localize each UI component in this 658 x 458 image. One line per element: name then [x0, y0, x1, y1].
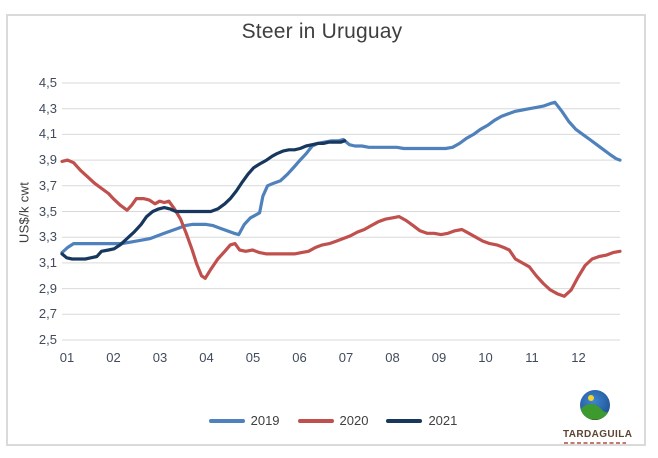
legend-swatch-2019 — [208, 418, 245, 423]
tardaguila-logo-icon — [580, 390, 610, 420]
figure-border — [6, 14, 646, 446]
x-tick-label: 10 — [478, 350, 493, 365]
series-line-2021 — [60, 139, 347, 261]
legend-swatch-2020 — [297, 418, 334, 423]
legend: 2019 2020 2021 — [168, 413, 498, 428]
series-line-2020 — [60, 158, 622, 298]
x-tick-label: 01 — [59, 350, 75, 365]
logo-tagline — [564, 442, 626, 444]
x-tick-label: 06 — [292, 350, 307, 365]
legend-item-2019: 2019 — [208, 413, 280, 428]
x-tick-label: 07 — [338, 350, 354, 365]
y-tick-label: 2,9 — [38, 280, 57, 296]
logo-sun — [588, 395, 594, 401]
y-tick-label: 4,5 — [38, 75, 57, 90]
y-tick-label: 4,3 — [38, 100, 57, 116]
y-tick-label: 2,5 — [38, 332, 57, 347]
y-tick-label: 3,7 — [38, 177, 57, 193]
legend-label-2019: 2019 — [250, 413, 280, 428]
x-tick-label: 09 — [431, 350, 447, 365]
x-tick-label: 03 — [152, 350, 168, 365]
legend-item-2020: 2020 — [297, 413, 369, 428]
legend-swatch-2021 — [386, 418, 423, 423]
y-tick-label: 2,7 — [38, 306, 57, 322]
y-tick-label: 3,1 — [38, 254, 57, 270]
x-tick-label: 04 — [199, 350, 214, 365]
logo-text: TARDAGUILA — [563, 429, 633, 440]
legend-label-2021: 2021 — [428, 413, 458, 428]
y-tick-label: 3,9 — [38, 152, 57, 168]
x-tick-label: 02 — [106, 350, 121, 365]
x-tick-label: 05 — [245, 350, 261, 365]
y-tick-label: 3,5 — [38, 203, 57, 219]
x-tick-label: 11 — [525, 350, 539, 365]
y-tick-label: 3,3 — [38, 229, 57, 245]
series-line-2019 — [60, 100, 622, 255]
legend-label-2020: 2020 — [339, 413, 369, 428]
y-tick-label: 4,1 — [38, 126, 57, 142]
chart-title: Steer in Uruguay — [241, 20, 403, 43]
x-tick-label: 08 — [385, 350, 400, 365]
tardaguila-logo: TARDAGUILA — [563, 389, 633, 444]
legend-item-2021: 2021 — [386, 413, 457, 428]
x-tick-label: 12 — [571, 350, 586, 365]
